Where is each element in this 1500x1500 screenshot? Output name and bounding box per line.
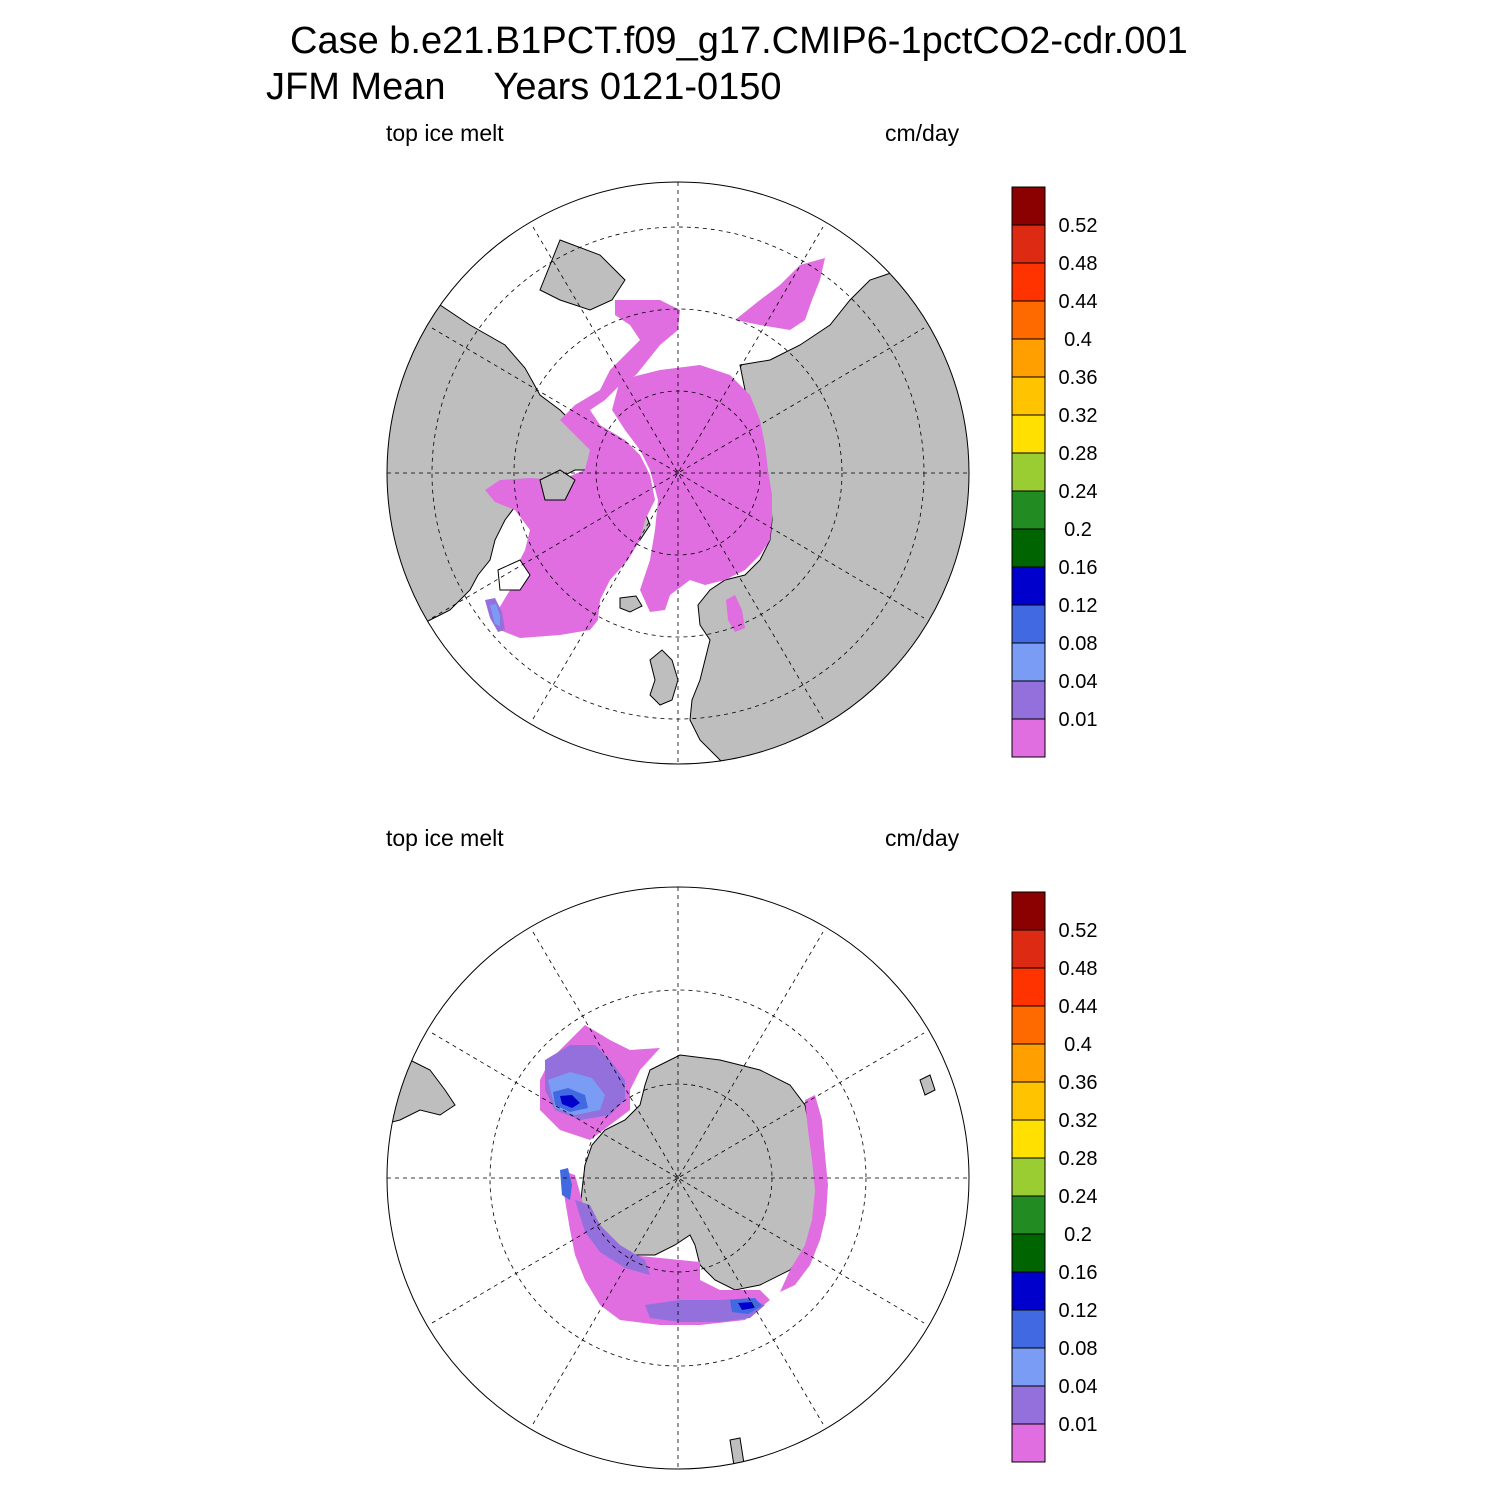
south-graticule bbox=[387, 887, 969, 1469]
south-melt-darkblue-amundsen bbox=[738, 1302, 754, 1310]
south-colorbar-box bbox=[1011, 1385, 1046, 1425]
north-melt-pink-bering bbox=[735, 258, 825, 330]
svalbard-land bbox=[619, 595, 643, 613]
north-colorbar-tick-label: 0.04 bbox=[1059, 671, 1098, 693]
north-colorbar-tick-label: 0.12 bbox=[1059, 595, 1098, 617]
north-colorbar-box bbox=[1011, 566, 1046, 606]
south-colorbar-tick-label: 0.32 bbox=[1059, 1110, 1098, 1132]
north-panel-variable-label: top ice melt bbox=[386, 120, 504, 146]
north-colorbar-box bbox=[1011, 414, 1046, 454]
south-colorbar-tick-label: 0.36 bbox=[1059, 1072, 1098, 1094]
north-map-border bbox=[386, 181, 970, 765]
south-colorbar-tick-label: 0.52 bbox=[1059, 920, 1098, 942]
north-colorbar-box bbox=[1011, 338, 1046, 378]
north-melt-pink bbox=[485, 300, 680, 638]
uk-land bbox=[649, 649, 679, 706]
north-colorbar-box bbox=[1011, 604, 1046, 644]
south-colorbar-box bbox=[1011, 1005, 1046, 1045]
figure-title-line2: JFM Mean Years 0121-0150 bbox=[266, 68, 782, 106]
south-melt-purple-bellingshausen bbox=[575, 1200, 650, 1275]
south-colorbar-box bbox=[1011, 1233, 1046, 1273]
hudson-bay-water bbox=[497, 559, 531, 591]
south-colorbar-box bbox=[1011, 1157, 1046, 1197]
years-label: Years 0121-0150 bbox=[493, 66, 782, 108]
north-panel-units-label: cm/day bbox=[885, 120, 960, 146]
north-colorbar-tick-label: 0.24 bbox=[1059, 481, 1098, 503]
south-colorbar-box bbox=[1011, 1195, 1046, 1235]
south-colorbar-tick-label: 0.48 bbox=[1059, 958, 1098, 980]
north-colorbar-tick-label: 0.52 bbox=[1059, 215, 1098, 237]
north-colorbar-box bbox=[1011, 452, 1046, 492]
south-colorbar-box bbox=[1011, 967, 1046, 1007]
south-colorbar-box bbox=[1011, 1423, 1046, 1463]
north-colorbar-tick-label: 0.48 bbox=[1059, 253, 1098, 275]
alaska-land bbox=[539, 239, 626, 311]
south-colorbar-tick-label: 0.16 bbox=[1059, 1262, 1098, 1284]
south-colorbar-tick-label: 0.44 bbox=[1059, 996, 1098, 1018]
south-colorbar-tick-label: 0.08 bbox=[1059, 1338, 1098, 1360]
season-label: JFM Mean bbox=[266, 66, 446, 108]
north-graticule bbox=[387, 182, 969, 764]
north-polar-map bbox=[386, 181, 970, 765]
south-colorbar-tick-label: 0.28 bbox=[1059, 1148, 1098, 1170]
south-map-border bbox=[386, 886, 970, 1470]
north-colorbar-tick-label: 0.2 bbox=[1064, 519, 1092, 541]
south-melt-blue-peninsula bbox=[560, 1168, 572, 1200]
south-melt-pink-westantarctic bbox=[560, 1170, 770, 1325]
north-melt-pink-central bbox=[612, 365, 772, 612]
north-colorbar-tick-label: 0.32 bbox=[1059, 405, 1098, 427]
south-colorbar-box bbox=[1011, 929, 1046, 969]
north-colorbar: 0.01 0.04 0.08 0.12 0.16 0.2 0.24 0.28 0.32 0.36 0… bbox=[1011, 186, 1098, 758]
south-colorbar-box bbox=[1011, 1271, 1046, 1311]
south-polar-map bbox=[386, 886, 970, 1470]
north-colorbar-box bbox=[1011, 718, 1046, 758]
north-colorbar-box bbox=[1011, 300, 1046, 340]
south-colorbar-tick-label: 0.4 bbox=[1064, 1034, 1092, 1056]
north-colorbar-tick-label: 0.08 bbox=[1059, 633, 1098, 655]
north-melt-lightblue bbox=[490, 604, 500, 626]
south-panel-units-label: cm/day bbox=[885, 825, 960, 851]
north-melt-pink-baltic bbox=[726, 595, 745, 632]
north-colorbar-box bbox=[1011, 680, 1046, 720]
south-colorbar-box bbox=[1011, 1309, 1046, 1349]
figure-title-line1: Case b.e21.B1PCT.f09_g17.CMIP6-1pctCO2-c… bbox=[290, 20, 1188, 62]
north-colorbar-box bbox=[1011, 642, 1046, 682]
south-colorbar-tick-label: 0.12 bbox=[1059, 1300, 1098, 1322]
south-colorbar-box bbox=[1011, 891, 1046, 931]
south-melt-pink-eastantarctic bbox=[780, 1095, 828, 1292]
north-colorbar-box bbox=[1011, 186, 1046, 226]
north-colorbar-box bbox=[1011, 262, 1046, 302]
south-melt-darkblue-weddell bbox=[560, 1095, 580, 1108]
north-colorbar-box bbox=[1011, 376, 1046, 416]
south-colorbar-tick-label: 0.2 bbox=[1064, 1224, 1092, 1246]
south-colorbar-box bbox=[1011, 1081, 1046, 1121]
south-colorbar-tick-label: 0.01 bbox=[1059, 1414, 1098, 1436]
south-panel-variable-label: top ice melt bbox=[386, 825, 504, 851]
africa-tip-land bbox=[919, 1074, 936, 1096]
south-colorbar: 0.01 0.04 0.08 0.12 0.16 0.2 0.24 0.28 0.32 0.36 0… bbox=[1011, 891, 1098, 1463]
north-colorbar-tick-label: 0.36 bbox=[1059, 367, 1098, 389]
south-colorbar-tick-label: 0.04 bbox=[1059, 1376, 1098, 1398]
north-colorbar-tick-label: 0.01 bbox=[1059, 709, 1098, 731]
north-colorbar-box bbox=[1011, 224, 1046, 264]
south-colorbar-box bbox=[1011, 1119, 1046, 1159]
south-colorbar-box bbox=[1011, 1043, 1046, 1083]
north-colorbar-tick-label: 0.16 bbox=[1059, 557, 1098, 579]
north-colorbar-box bbox=[1011, 490, 1046, 530]
north-colorbar-box bbox=[1011, 528, 1046, 568]
south-colorbar-tick-label: 0.24 bbox=[1059, 1186, 1098, 1208]
north-colorbar-tick-label: 0.28 bbox=[1059, 443, 1098, 465]
north-colorbar-tick-label: 0.4 bbox=[1064, 329, 1092, 351]
north-colorbar-tick-label: 0.44 bbox=[1059, 291, 1098, 313]
baffin-island-land bbox=[539, 469, 576, 501]
south-colorbar-box bbox=[1011, 1347, 1046, 1387]
